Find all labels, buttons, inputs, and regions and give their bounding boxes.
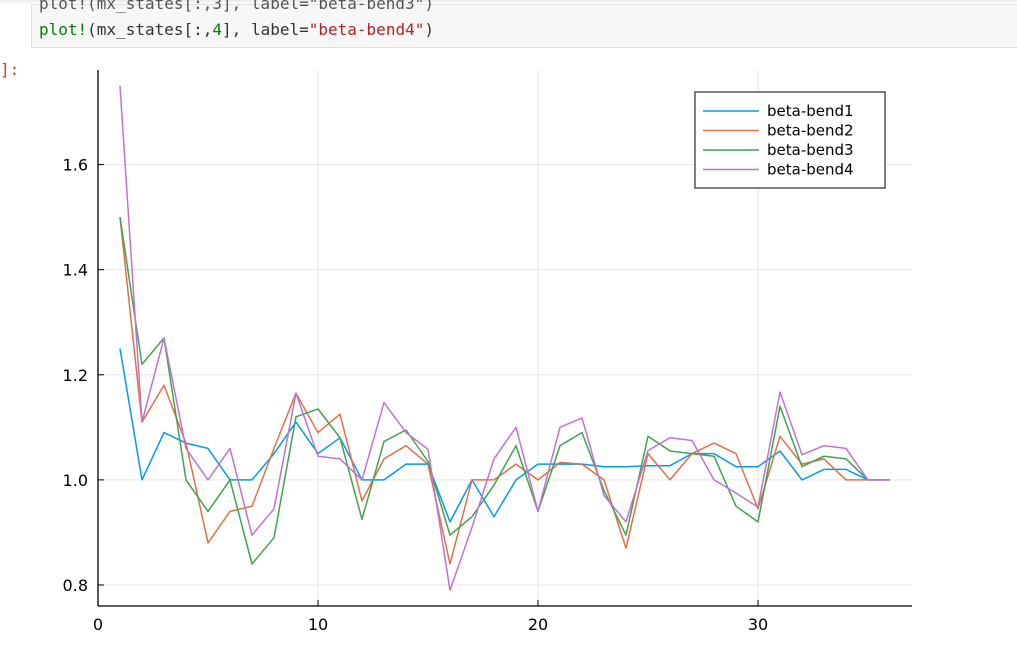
x-tick-label: 30 — [748, 615, 768, 634]
y-tick-label: 1.4 — [63, 261, 88, 280]
x-tick-label: 0 — [93, 615, 103, 634]
legend-label: beta-bend1 — [767, 102, 854, 120]
code-args: (mx_states[:, — [87, 20, 213, 39]
tick-labels: 0 10 20 30 0.8 1.0 1.2 1.4 1.6 — [63, 156, 769, 634]
toolbar-edge — [0, 0, 1017, 4]
code-string: "beta-bend4" — [308, 20, 425, 39]
line-chart: 0 10 20 300.81.01.21.41.6 beta-bend1beta-be… — [63, 70, 912, 634]
code-function: plot! — [39, 20, 88, 39]
y-tick-label: 0.8 — [63, 576, 88, 595]
code-line: plot!(mx_states[:,4], label="beta-bend4"… — [39, 20, 434, 39]
x-tick-label: 10 — [308, 615, 328, 634]
code-args: ], label= — [222, 20, 309, 39]
series-lines — [119, 85, 890, 591]
y-tick-label: 1.2 — [63, 366, 88, 385]
y-tick-label: 1.0 — [63, 471, 88, 490]
series-line-beta-bend4 — [119, 85, 890, 591]
output-prompt: ]: — [0, 60, 20, 79]
code-index: 4 — [212, 20, 223, 39]
y-tick-label: 1.6 — [63, 156, 88, 175]
legend-label: beta-bend3 — [767, 141, 854, 159]
legend-label: beta-bend4 — [767, 161, 854, 179]
legend-box — [694, 91, 886, 189]
series-line-beta-bend3 — [119, 216, 890, 565]
series-line-beta-bend2 — [119, 217, 890, 565]
legend-label: beta-bend2 — [767, 122, 854, 140]
code-cell[interactable]: plot!(mx_states[:,3], label="beta-bend3"… — [31, 0, 1017, 48]
code-args: ) — [424, 20, 434, 39]
code-line-cut-off: plot!(mx_states[:,3], label="beta-bend3"… — [39, 0, 434, 13]
axes — [97, 70, 912, 607]
series-line-beta-bend1 — [119, 348, 890, 523]
x-tick-label: 20 — [528, 615, 548, 634]
